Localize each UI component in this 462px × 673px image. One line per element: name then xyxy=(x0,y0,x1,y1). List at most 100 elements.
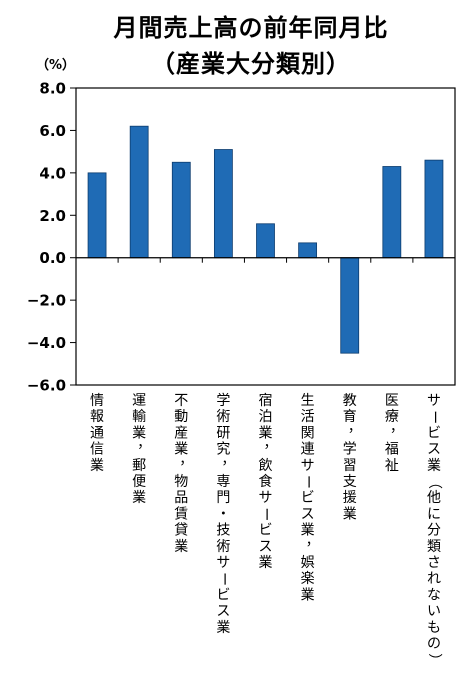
x-category-label-8: 医療， 福祉 xyxy=(385,393,404,474)
x-label-char: ビ xyxy=(301,490,315,506)
x-label-char: 業 xyxy=(174,539,188,555)
x-label-char: ー xyxy=(426,410,442,424)
x-label-char: 業 xyxy=(132,490,146,506)
y-tick-label: −6.0 xyxy=(27,377,66,395)
bar-8 xyxy=(382,166,402,259)
x-label-char: 宿 xyxy=(259,392,273,409)
x-label-char: 業 xyxy=(301,587,315,603)
bar-1 xyxy=(87,172,107,259)
x-label-char: サ xyxy=(216,555,230,571)
x-label-char: 業 xyxy=(343,506,357,522)
x-label-char: 業 xyxy=(301,523,315,539)
x-label-char: 業 xyxy=(427,458,441,474)
x-label-char: さ xyxy=(427,555,441,571)
x-label-char: ー xyxy=(215,572,231,586)
y-tick-label: 2.0 xyxy=(39,207,66,225)
bar-4 xyxy=(213,149,233,259)
x-label-char: 業 xyxy=(259,425,273,441)
x-label-char: ， xyxy=(306,533,320,549)
x-label-char: 関 xyxy=(301,425,315,441)
x-label-char: れ xyxy=(427,571,441,587)
bar-5 xyxy=(256,223,275,259)
x-label-char: 他 xyxy=(427,490,441,506)
x-label-char: 食 xyxy=(259,473,273,490)
y-tick-label: 0.0 xyxy=(39,249,66,267)
x-label-char: な xyxy=(427,587,441,603)
x-label-char: 技 xyxy=(216,523,230,539)
x-label-char: ビ xyxy=(427,425,441,441)
x-label-char: ， xyxy=(348,419,362,435)
x-label-char: 貸 xyxy=(174,523,188,539)
x-label-char: 便 xyxy=(132,474,146,490)
x-label-char: 療 xyxy=(385,408,399,425)
x-label-char: 業 xyxy=(216,620,230,636)
x-label-char: 業 xyxy=(174,442,188,458)
x-label-char: い xyxy=(427,604,441,620)
x-label-char: 支 xyxy=(343,474,357,490)
x-label-char: サ xyxy=(301,458,315,474)
x-label-char: 類 xyxy=(427,539,441,555)
x-label-char: 習 xyxy=(343,458,357,474)
x-label-char: 業 xyxy=(132,425,146,441)
x-label-char: 門 xyxy=(216,490,230,506)
x-label-char: ス xyxy=(216,604,230,620)
x-label-char: 福 xyxy=(385,442,399,458)
x-label-char: 物 xyxy=(174,474,188,490)
x-label-char: 輸 xyxy=(132,409,146,425)
y-axis-unit-label: （%） xyxy=(36,58,76,73)
x-label-char: 育 xyxy=(343,409,357,425)
x-label-char: ， xyxy=(390,419,404,435)
x-label-char: 分 xyxy=(427,523,441,539)
x-label-char: （ xyxy=(426,475,442,489)
x-label-char: ス xyxy=(427,442,441,458)
x-label-char: ， xyxy=(264,436,278,452)
x-label-char: 業 xyxy=(90,458,104,474)
chart-title-line-1: 月間売上高の前年同月比 xyxy=(113,14,389,42)
x-label-char: 信 xyxy=(90,442,104,458)
y-tick-label: −4.0 xyxy=(27,334,66,352)
bar-7 xyxy=(340,257,360,354)
x-label-char: ー xyxy=(258,507,274,521)
x-label-char: ， xyxy=(179,452,193,468)
x-label-char: の xyxy=(427,636,441,652)
x-label-char: に xyxy=(427,506,441,522)
x-label-char: 運 xyxy=(132,393,146,409)
x-label-char: も xyxy=(427,620,441,636)
x-label-char: ） xyxy=(426,653,442,667)
x-label-char: ー xyxy=(300,475,316,489)
x-label-char: ス xyxy=(301,506,315,522)
x-label-char: 泊 xyxy=(259,409,273,425)
x-label-char: サ xyxy=(259,490,273,506)
x-label-char: ビ xyxy=(216,587,230,603)
bar-3 xyxy=(171,161,191,259)
x-label-char: 楽 xyxy=(301,571,315,587)
x-label-char: 産 xyxy=(174,425,188,441)
x-label-char: 通 xyxy=(90,425,104,441)
chart-title-line-2: （産業大分類別） xyxy=(151,50,351,78)
x-label-char: 医 xyxy=(385,393,399,409)
x-label-char: ス xyxy=(259,539,273,555)
x-label-char: 研 xyxy=(216,425,230,441)
x-label-char: ・ xyxy=(216,506,230,522)
x-label-char: 報 xyxy=(90,409,104,425)
x-label-char: 郵 xyxy=(132,458,146,474)
x-label-char: 娯 xyxy=(301,555,315,571)
x-label-char: 連 xyxy=(301,442,315,458)
y-tick-label: −2.0 xyxy=(27,292,66,310)
bar-9 xyxy=(424,159,444,259)
x-label-char: 動 xyxy=(174,409,188,425)
y-tick-label: 6.0 xyxy=(39,122,66,140)
x-label-char: 学 xyxy=(216,393,230,409)
x-label-char: 術 xyxy=(216,539,230,555)
bar-6 xyxy=(298,242,318,259)
x-label-char: 専 xyxy=(216,474,230,490)
x-label-char: ， xyxy=(221,452,235,468)
x-label-char: ， xyxy=(137,436,151,452)
